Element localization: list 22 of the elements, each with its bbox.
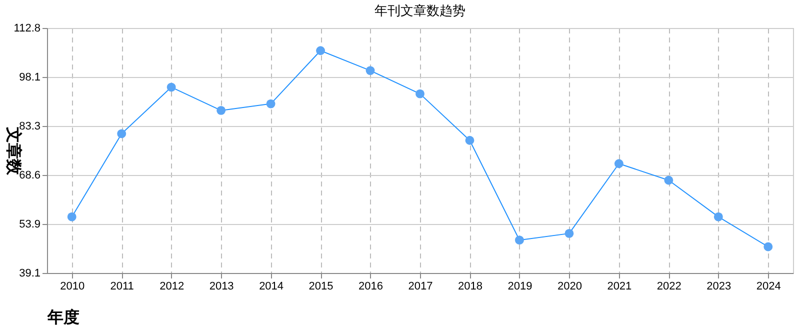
- x-tick-label: 2023: [706, 280, 732, 292]
- x-tick-label: 2013: [209, 280, 234, 292]
- chart-title: 年刊文章数趋势: [374, 3, 466, 18]
- x-tick-label: 2016: [358, 280, 384, 292]
- x-tick-label: 2010: [60, 280, 85, 292]
- x-tick-label: 2020: [557, 280, 582, 292]
- y-tick-label: 68.6: [19, 169, 40, 182]
- x-tick-label: 2024: [756, 280, 781, 292]
- y-tick-label: 39.1: [19, 268, 40, 280]
- x-tick-label: 2011: [110, 280, 134, 292]
- y-tick-label: 112.8: [14, 22, 40, 34]
- x-tick-label: 2015: [308, 280, 334, 292]
- y-tick-label: 53.9: [19, 218, 40, 230]
- x-tick-label: 2019: [508, 280, 532, 292]
- x-tick-label: 2017: [408, 280, 433, 292]
- y-tick-label: 98.1: [19, 71, 40, 84]
- x-tick-label: 2012: [160, 280, 184, 292]
- x-axis-title: 年度: [46, 308, 80, 326]
- x-tick-label: 2021: [607, 280, 632, 292]
- x-tick-label: 2014: [259, 280, 284, 292]
- x-tick-label: 2022: [656, 280, 682, 292]
- x-tick-label: 2018: [458, 280, 482, 292]
